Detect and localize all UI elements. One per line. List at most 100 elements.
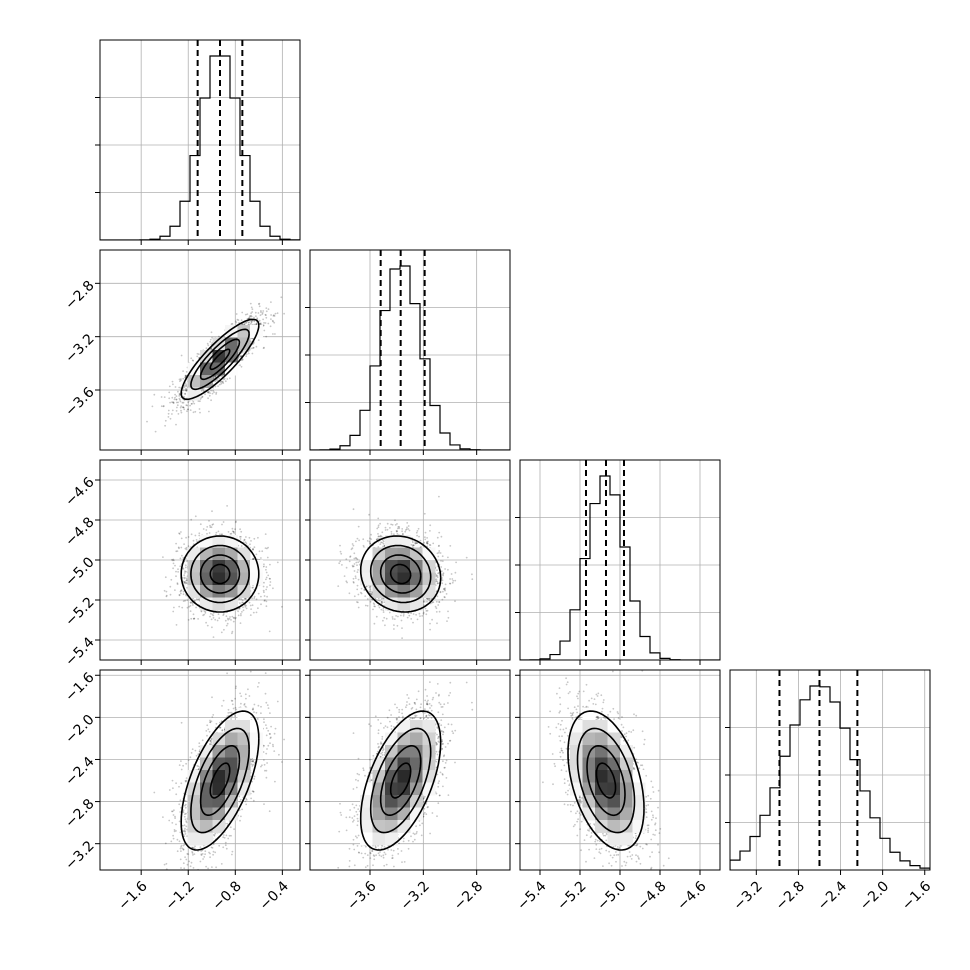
data-point [251, 347, 253, 350]
data-point [179, 557, 182, 560]
data-point [183, 408, 186, 411]
data-point [245, 321, 248, 324]
data-point [231, 632, 233, 635]
data-point [194, 599, 196, 602]
data-point [209, 338, 212, 341]
data-point [267, 546, 269, 549]
data-point [358, 539, 360, 542]
data-point [274, 333, 276, 335]
data-point [171, 401, 173, 403]
data-point [401, 637, 403, 639]
data-point [245, 542, 248, 545]
data-point [185, 390, 188, 392]
data-point [204, 610, 207, 613]
data-point [252, 557, 255, 560]
data-point [185, 389, 188, 391]
data-point [263, 591, 265, 594]
data-point [269, 563, 271, 566]
data-point [355, 557, 358, 560]
data-point [263, 563, 265, 566]
data-point [205, 529, 208, 531]
data-point [248, 317, 251, 319]
data-point [227, 618, 230, 621]
data-point [185, 389, 188, 392]
data-point [410, 543, 413, 546]
data-point [260, 322, 262, 325]
data-point [368, 586, 371, 588]
data-point [214, 385, 217, 388]
data-point [240, 355, 242, 357]
data-point [208, 394, 211, 397]
data-point [192, 539, 195, 542]
data-point [272, 320, 274, 323]
data-point [252, 586, 255, 589]
data-point [183, 581, 186, 583]
data-point [248, 317, 251, 319]
data-point [262, 324, 265, 327]
data-point [175, 410, 178, 412]
data-point [272, 315, 275, 317]
data-point [198, 598, 201, 600]
data-point [221, 381, 224, 383]
data-point [202, 389, 205, 392]
density-cell [250, 325, 263, 338]
data-point [185, 388, 188, 390]
data-point [369, 585, 372, 588]
data-point [369, 537, 371, 540]
data-point [178, 532, 181, 535]
data-point [178, 393, 181, 396]
data-point [276, 561, 279, 564]
data-point [252, 558, 254, 561]
data-point [172, 558, 175, 561]
data-point [194, 410, 197, 413]
data-point [257, 536, 259, 539]
data-point [245, 597, 247, 600]
panel-frame [309, 249, 511, 451]
data-point [441, 560, 444, 562]
data-point [185, 384, 188, 386]
data-point [168, 397, 171, 400]
data-point [271, 319, 274, 322]
data-point [220, 382, 223, 385]
data-point [265, 578, 267, 581]
data-point [234, 320, 237, 323]
data-point [382, 609, 385, 612]
data-point [185, 570, 187, 573]
data-point [376, 537, 379, 540]
data-point [216, 619, 219, 622]
data-point [171, 409, 174, 412]
data-point [427, 598, 429, 600]
data-point [250, 314, 252, 317]
data-point [214, 618, 217, 621]
data-point [181, 401, 184, 404]
panel-content [100, 40, 300, 240]
data-point [171, 396, 174, 399]
data-point [231, 322, 234, 325]
data-point [184, 547, 187, 550]
data-point [243, 604, 246, 607]
data-point [244, 313, 247, 316]
y-tick-label: −3.6 [62, 384, 97, 419]
data-point [260, 310, 262, 312]
data-point [249, 315, 252, 318]
data-point [202, 388, 204, 390]
data-point [220, 533, 223, 536]
data-point [190, 533, 193, 536]
data-point [183, 396, 186, 399]
data-point [169, 585, 172, 588]
data-point [244, 606, 247, 608]
data-point [265, 307, 268, 309]
data-point [183, 581, 186, 584]
data-point [225, 624, 228, 627]
data-point [260, 595, 262, 598]
data-point [231, 630, 234, 633]
data-point [219, 381, 222, 383]
data-point [242, 606, 244, 609]
data-point [231, 615, 234, 618]
data-point [180, 405, 183, 407]
data-point [253, 316, 255, 319]
data-point [151, 405, 154, 408]
panel-1-1 [305, 249, 511, 455]
data-point [219, 533, 221, 536]
panel-2-1 [305, 459, 511, 665]
